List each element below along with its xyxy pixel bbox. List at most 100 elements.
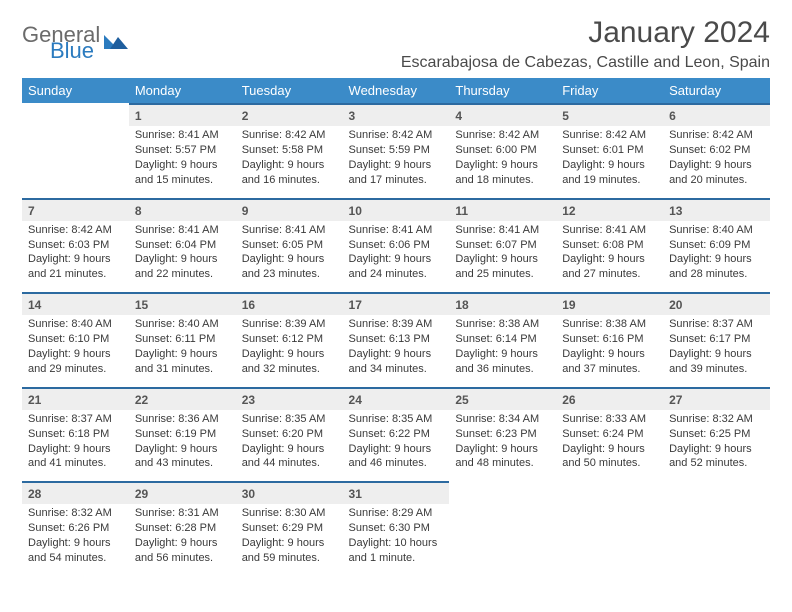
daylight-text: Daylight: 9 hours — [242, 252, 337, 267]
sunset-text: Sunset: 6:14 PM — [455, 332, 550, 347]
calendar-cell: 2Sunrise: 8:42 AMSunset: 5:58 PMDaylight… — [236, 103, 343, 198]
daylight-text: Daylight: 9 hours — [562, 158, 657, 173]
calendar-cell: 8Sunrise: 8:41 AMSunset: 6:04 PMDaylight… — [129, 198, 236, 293]
day-body: Sunrise: 8:35 AMSunset: 6:22 PMDaylight:… — [343, 410, 450, 481]
dow-monday: Monday — [129, 78, 236, 103]
sunrise-text: Sunrise: 8:41 AM — [455, 223, 550, 238]
day-number: 1 — [129, 103, 236, 126]
sunrise-text: Sunrise: 8:32 AM — [669, 412, 764, 427]
daylight-text: Daylight: 9 hours — [135, 347, 230, 362]
day-number: 23 — [236, 387, 343, 410]
daylight-text: and 44 minutes. — [242, 456, 337, 471]
daylight-text: and 21 minutes. — [28, 267, 123, 282]
daylight-text: and 54 minutes. — [28, 551, 123, 566]
day-number: 8 — [129, 198, 236, 221]
sunrise-text: Sunrise: 8:29 AM — [349, 506, 444, 521]
calendar-cell: 26Sunrise: 8:33 AMSunset: 6:24 PMDayligh… — [556, 387, 663, 482]
daylight-text: and 43 minutes. — [135, 456, 230, 471]
brand-triangle-icon — [104, 31, 130, 56]
calendar-cell: 18Sunrise: 8:38 AMSunset: 6:14 PMDayligh… — [449, 292, 556, 387]
day-number: 22 — [129, 387, 236, 410]
daylight-text: and 48 minutes. — [455, 456, 550, 471]
dow-tuesday: Tuesday — [236, 78, 343, 103]
sunrise-text: Sunrise: 8:42 AM — [562, 128, 657, 143]
calendar-table: Sunday Monday Tuesday Wednesday Thursday… — [22, 78, 770, 576]
daylight-text: Daylight: 9 hours — [135, 252, 230, 267]
day-number: 3 — [343, 103, 450, 126]
day-number: 4 — [449, 103, 556, 126]
daylight-text: Daylight: 9 hours — [135, 158, 230, 173]
calendar-cell: 1Sunrise: 8:41 AMSunset: 5:57 PMDaylight… — [129, 103, 236, 198]
day-body: Sunrise: 8:38 AMSunset: 6:14 PMDaylight:… — [449, 315, 556, 386]
calendar-cell: 14Sunrise: 8:40 AMSunset: 6:10 PMDayligh… — [22, 292, 129, 387]
day-number: 18 — [449, 292, 556, 315]
daylight-text: Daylight: 9 hours — [562, 252, 657, 267]
daylight-text: and 32 minutes. — [242, 362, 337, 377]
calendar-week-row: 21Sunrise: 8:37 AMSunset: 6:18 PMDayligh… — [22, 387, 770, 482]
sunset-text: Sunset: 6:19 PM — [135, 427, 230, 442]
daylight-text: and 17 minutes. — [349, 173, 444, 188]
day-number: 25 — [449, 387, 556, 410]
day-body: Sunrise: 8:39 AMSunset: 6:12 PMDaylight:… — [236, 315, 343, 386]
sunrise-text: Sunrise: 8:39 AM — [242, 317, 337, 332]
sunrise-text: Sunrise: 8:40 AM — [28, 317, 123, 332]
sunrise-text: Sunrise: 8:38 AM — [455, 317, 550, 332]
daylight-text: Daylight: 9 hours — [28, 347, 123, 362]
title-block: January 2024 Escarabajosa de Cabezas, Ca… — [401, 16, 770, 72]
day-number: 20 — [663, 292, 770, 315]
calendar-week-row: 28Sunrise: 8:32 AMSunset: 6:26 PMDayligh… — [22, 481, 770, 576]
sunrise-text: Sunrise: 8:37 AM — [28, 412, 123, 427]
daylight-text: Daylight: 9 hours — [455, 347, 550, 362]
sunrise-text: Sunrise: 8:40 AM — [669, 223, 764, 238]
day-body: Sunrise: 8:42 AMSunset: 5:58 PMDaylight:… — [236, 126, 343, 197]
sunrise-text: Sunrise: 8:38 AM — [562, 317, 657, 332]
daylight-text: and 25 minutes. — [455, 267, 550, 282]
day-number: 14 — [22, 292, 129, 315]
sunrise-text: Sunrise: 8:35 AM — [242, 412, 337, 427]
day-number: 21 — [22, 387, 129, 410]
day-number: 7 — [22, 198, 129, 221]
calendar-cell: 6Sunrise: 8:42 AMSunset: 6:02 PMDaylight… — [663, 103, 770, 198]
daylight-text: Daylight: 9 hours — [455, 442, 550, 457]
calendar-cell: 13Sunrise: 8:40 AMSunset: 6:09 PMDayligh… — [663, 198, 770, 293]
day-body: Sunrise: 8:37 AMSunset: 6:18 PMDaylight:… — [22, 410, 129, 481]
daylight-text: Daylight: 9 hours — [28, 442, 123, 457]
sunset-text: Sunset: 6:08 PM — [562, 238, 657, 253]
daylight-text: and 19 minutes. — [562, 173, 657, 188]
daylight-text: and 27 minutes. — [562, 267, 657, 282]
day-number: 29 — [129, 481, 236, 504]
sunset-text: Sunset: 6:26 PM — [28, 521, 123, 536]
daylight-text: Daylight: 9 hours — [669, 347, 764, 362]
daylight-text: Daylight: 9 hours — [669, 158, 764, 173]
calendar-cell: 17Sunrise: 8:39 AMSunset: 6:13 PMDayligh… — [343, 292, 450, 387]
day-body: Sunrise: 8:33 AMSunset: 6:24 PMDaylight:… — [556, 410, 663, 481]
day-body: Sunrise: 8:41 AMSunset: 6:05 PMDaylight:… — [236, 221, 343, 292]
calendar-week-row: 14Sunrise: 8:40 AMSunset: 6:10 PMDayligh… — [22, 292, 770, 387]
daylight-text: and 24 minutes. — [349, 267, 444, 282]
sunset-text: Sunset: 6:24 PM — [562, 427, 657, 442]
day-number: 16 — [236, 292, 343, 315]
daylight-text: and 1 minute. — [349, 551, 444, 566]
daylight-text: and 56 minutes. — [135, 551, 230, 566]
daylight-text: and 37 minutes. — [562, 362, 657, 377]
daylight-text: Daylight: 9 hours — [669, 252, 764, 267]
sunset-text: Sunset: 6:01 PM — [562, 143, 657, 158]
sunset-text: Sunset: 6:28 PM — [135, 521, 230, 536]
day-number: 24 — [343, 387, 450, 410]
day-body: Sunrise: 8:42 AMSunset: 6:00 PMDaylight:… — [449, 126, 556, 197]
calendar-cell: 22Sunrise: 8:36 AMSunset: 6:19 PMDayligh… — [129, 387, 236, 482]
day-number: 11 — [449, 198, 556, 221]
sunset-text: Sunset: 6:25 PM — [669, 427, 764, 442]
calendar-cell: 27Sunrise: 8:32 AMSunset: 6:25 PMDayligh… — [663, 387, 770, 482]
sunrise-text: Sunrise: 8:42 AM — [669, 128, 764, 143]
calendar-week-row: 1Sunrise: 8:41 AMSunset: 5:57 PMDaylight… — [22, 103, 770, 198]
day-body: Sunrise: 8:42 AMSunset: 6:02 PMDaylight:… — [663, 126, 770, 197]
daylight-text: and 29 minutes. — [28, 362, 123, 377]
day-body: Sunrise: 8:35 AMSunset: 6:20 PMDaylight:… — [236, 410, 343, 481]
day-body: Sunrise: 8:29 AMSunset: 6:30 PMDaylight:… — [343, 504, 450, 575]
calendar-cell — [663, 481, 770, 576]
sunset-text: Sunset: 6:04 PM — [135, 238, 230, 253]
calendar-cell: 23Sunrise: 8:35 AMSunset: 6:20 PMDayligh… — [236, 387, 343, 482]
sunrise-text: Sunrise: 8:36 AM — [135, 412, 230, 427]
sunset-text: Sunset: 5:58 PM — [242, 143, 337, 158]
